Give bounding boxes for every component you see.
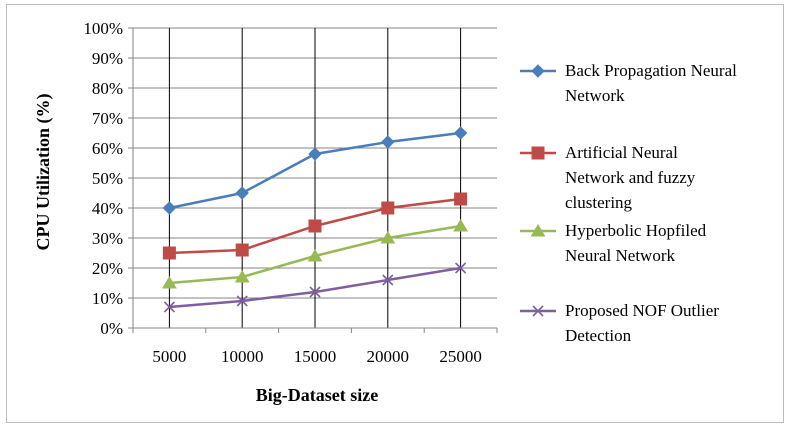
legend-label: Proposed NOF Outlier: [565, 301, 719, 320]
legend-label: Hyperbolic Hopfiled: [565, 221, 707, 240]
legend-item: Back Propagation Neural Network: [520, 61, 737, 105]
data-point: [454, 192, 468, 206]
y-tick-label: 90%: [92, 49, 123, 68]
series-3: [162, 219, 468, 289]
y-axis-title: CPU Utilization (%): [33, 94, 54, 251]
data-point: [380, 231, 396, 244]
y-tick-label: 0%: [100, 319, 123, 338]
legend-item: Artificial Neural Network and fuzzy cluste…: [520, 143, 696, 212]
y-tick-label: 70%: [92, 109, 123, 128]
data-point: [235, 243, 249, 257]
data-point: [307, 249, 323, 262]
legend-label: Neural Network: [565, 246, 675, 265]
data-point: [308, 147, 322, 161]
data-point: [381, 135, 395, 149]
data-point: [162, 201, 177, 215]
legend-label: Network: [565, 86, 625, 105]
x-tick-label: 5000: [152, 347, 186, 366]
x-tick-label: 15000: [294, 347, 337, 366]
legend-swatch-marker: [531, 146, 545, 160]
y-tick-label: 80%: [92, 79, 123, 98]
data-point: [235, 186, 249, 200]
data-point: [455, 262, 467, 274]
legend-item: Proposed NOF Outlier Detection: [520, 301, 719, 345]
data-point: [162, 246, 176, 260]
data-point: [236, 295, 248, 307]
series-group: [162, 126, 468, 313]
x-axis-title: Big-Dataset size: [256, 385, 378, 405]
axes: [128, 27, 498, 333]
legend-label: Detection: [565, 326, 632, 345]
legend-label: Back Propagation Neural: [565, 61, 737, 80]
legend: Back Propagation Neural Network Artificial…: [520, 61, 737, 345]
y-tick-label: 40%: [92, 199, 123, 218]
legend-swatch-marker: [530, 224, 546, 237]
data-point: [163, 301, 175, 313]
x-axis-ticks: 5000 10000 15000 20000 25000: [152, 347, 481, 366]
series-4: [163, 262, 467, 313]
legend-label: clustering: [565, 193, 633, 212]
data-point: [381, 201, 395, 215]
series-1: [162, 126, 468, 215]
legend-label: Network and fuzzy: [565, 168, 696, 187]
data-point: [308, 219, 322, 233]
chart-frame: [6, 4, 784, 423]
y-tick-label: 100%: [83, 19, 123, 38]
legend-label: Artificial Neural: [565, 143, 678, 162]
data-point: [309, 286, 321, 298]
x-tick-label: 20000: [367, 347, 410, 366]
data-point: [453, 219, 468, 232]
data-point: [382, 274, 394, 286]
y-axis-ticks: 0% 10% 20% 30% 40% 50% 60% 70% 80% 90% 100%: [83, 19, 123, 338]
legend-item: Hyperbolic Hopfiled Neural Network: [520, 221, 707, 265]
legend-swatch-marker: [532, 305, 544, 317]
x-tick-label: 25000: [439, 347, 482, 366]
x-tick-label: 10000: [221, 347, 264, 366]
y-tick-label: 10%: [92, 289, 123, 308]
gridlines: [133, 27, 497, 328]
data-point: [162, 276, 177, 289]
y-tick-label: 20%: [92, 259, 123, 278]
y-tick-label: 30%: [92, 229, 123, 248]
y-tick-label: 50%: [92, 169, 123, 188]
data-point: [453, 126, 468, 140]
series-2: [162, 192, 468, 260]
legend-swatch-marker: [531, 64, 545, 78]
y-tick-label: 60%: [92, 139, 123, 158]
data-point: [234, 270, 250, 283]
